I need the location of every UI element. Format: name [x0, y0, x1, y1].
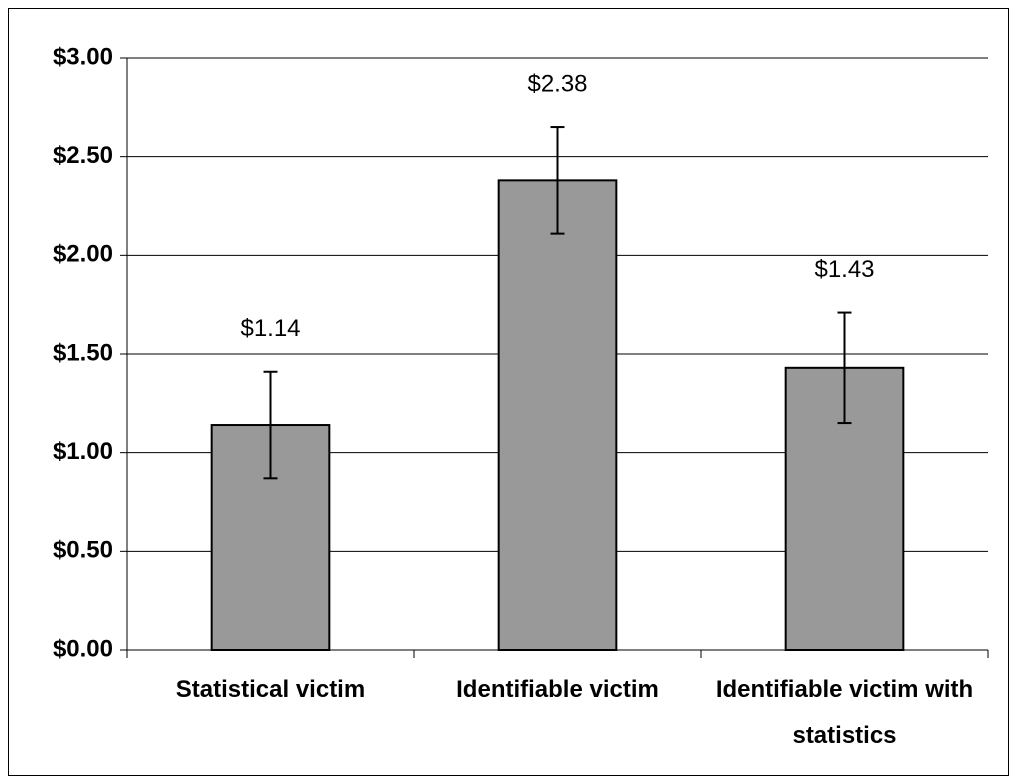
data-label: $2.38 [527, 70, 587, 97]
y-tick-label: $0.50 [53, 537, 113, 564]
y-tick-label: $0.00 [53, 635, 113, 662]
chart-border [8, 8, 1009, 776]
data-label: $1.43 [814, 256, 874, 283]
x-tick-label: Statistical victim [175, 676, 366, 703]
data-label: $1.14 [240, 315, 300, 342]
y-tick-label: $2.00 [53, 241, 113, 268]
y-tick-label: $1.50 [53, 339, 113, 366]
x-tick-label: Identifiable victim [456, 676, 659, 703]
x-tick-label: Identifiable victim with statistics [715, 676, 974, 749]
y-tick-label: $3.00 [53, 43, 113, 70]
y-tick-label: $1.00 [53, 438, 113, 465]
bar [497, 179, 618, 651]
y-tick-label: $2.50 [53, 142, 113, 169]
